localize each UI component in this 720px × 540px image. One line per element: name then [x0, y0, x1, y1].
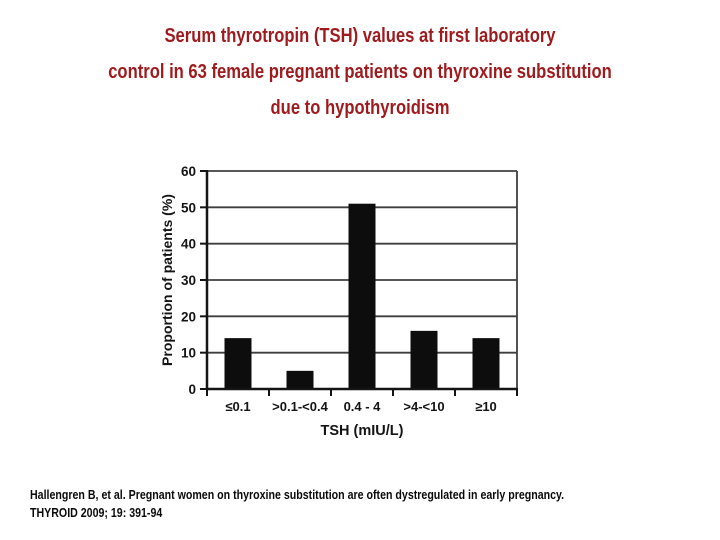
slide-title: Serum thyrotropin (TSH) values at first … — [61, 18, 659, 126]
bar-≤0.1 — [224, 338, 252, 389]
citation: Hallengren B, et al. Pregnant women on t… — [30, 486, 608, 522]
x-category-label-1: >0.1-<0.4 — [272, 399, 328, 414]
x-category-label-4: ≥10 — [475, 399, 497, 414]
title-line-1: Serum thyrotropin (TSH) values at first … — [164, 25, 556, 47]
bar-0.4 - 4 — [348, 203, 376, 389]
x-axis-title: TSH (mIU/L) — [321, 423, 404, 439]
y-tick-label-0: 0 — [188, 382, 196, 397]
bar-≥10 — [472, 338, 500, 389]
bar-chart-canvas: 0 10 20 30 40 50 60 ≤0.1 >0.1-<0.4 0.4 - 4 >4-<10 ≥… — [159, 164, 518, 439]
y-axis-title: Proportion of patients (%) — [159, 194, 175, 366]
y-tick-label-20: 20 — [181, 309, 196, 324]
x-category-label-3: >4-<10 — [403, 399, 444, 414]
citation-line-1: Hallengren B, et al. Pregnant women on t… — [30, 488, 565, 502]
x-category-label-0: ≤0.1 — [225, 399, 250, 414]
y-tick-label-30: 30 — [181, 273, 196, 288]
citation-line-2: THYROID 2009; 19: 391-94 — [30, 506, 163, 520]
title-line-2: control in 63 female pregnant patients o… — [108, 61, 612, 83]
y-tick-label-60: 60 — [181, 164, 196, 179]
y-tick-label-10: 10 — [181, 346, 196, 361]
y-tick-label-40: 40 — [181, 237, 196, 252]
bar->4-<10 — [410, 330, 438, 389]
title-line-3: due to hypothyroidism — [270, 97, 450, 119]
y-tick-label-50: 50 — [181, 200, 196, 215]
x-category-label-2: 0.4 - 4 — [344, 399, 382, 414]
bar->0.1-<0.4 — [286, 370, 314, 389]
tsh-bar-chart: 0 10 20 30 40 50 60 ≤0.1 >0.1-<0.4 0.4 - 4 >4-<10 ≥… — [150, 158, 540, 448]
